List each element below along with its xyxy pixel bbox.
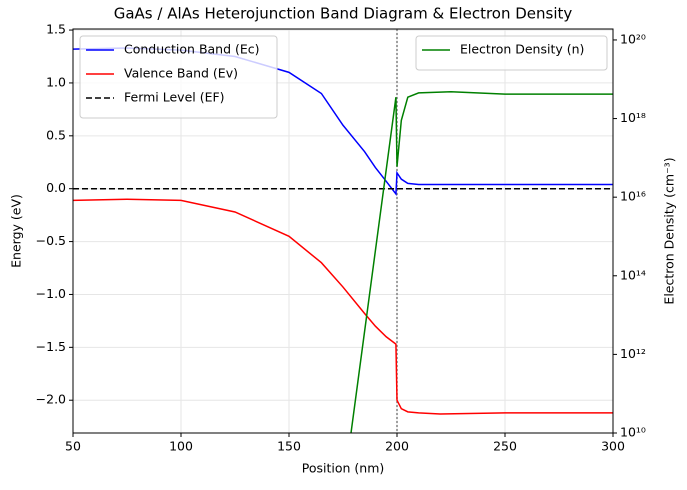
y2-tick-label: 10¹⁶ xyxy=(620,189,646,204)
series-line xyxy=(73,198,613,415)
x-tick-label: 300 xyxy=(601,439,625,454)
y-tick-label: −1.0 xyxy=(36,286,66,301)
y-tick-label: −0.5 xyxy=(36,233,66,248)
x-axis-label: Position (nm) xyxy=(302,461,385,476)
y2-tick-label: 10²⁰ xyxy=(620,31,646,46)
y-axis-label: Energy (eV) xyxy=(9,194,24,268)
y-tick-label: 0.5 xyxy=(46,127,66,142)
x-tick-label: 100 xyxy=(169,439,193,454)
legend-label: Fermi Level (EF) xyxy=(124,90,225,105)
y-tick-label: 1.0 xyxy=(46,74,66,89)
y-tick-label: −2.0 xyxy=(36,392,66,407)
y2-tick-label: 10¹⁴ xyxy=(620,267,646,282)
legend-label: Conduction Band (Ec) xyxy=(124,42,260,57)
y-tick-label: 0.0 xyxy=(46,180,66,195)
x-tick-label: 50 xyxy=(65,439,81,454)
x-tick-label: 150 xyxy=(277,439,301,454)
legend-label: Valence Band (Ev) xyxy=(124,66,238,81)
legend-box xyxy=(79,35,278,119)
y2-axis-label: Electron Density (cm⁻³) xyxy=(662,157,677,304)
chart-title: GaAs / AlAs Heterojunction Band Diagram … xyxy=(114,5,573,23)
y-tick-label: 1.5 xyxy=(46,22,66,37)
x-tick-label: 250 xyxy=(493,439,517,454)
series-line xyxy=(350,91,613,433)
plot-frame xyxy=(72,28,614,434)
y2-tick-label: 10¹² xyxy=(620,346,646,361)
y-tick-label: −1.5 xyxy=(36,339,66,354)
legend-box xyxy=(415,35,608,71)
legend-label: Electron Density (n) xyxy=(460,42,584,57)
y2-tick-label: 10¹⁰ xyxy=(620,425,646,440)
y2-tick-label: 10¹⁸ xyxy=(620,110,646,125)
x-tick-label: 200 xyxy=(385,439,409,454)
